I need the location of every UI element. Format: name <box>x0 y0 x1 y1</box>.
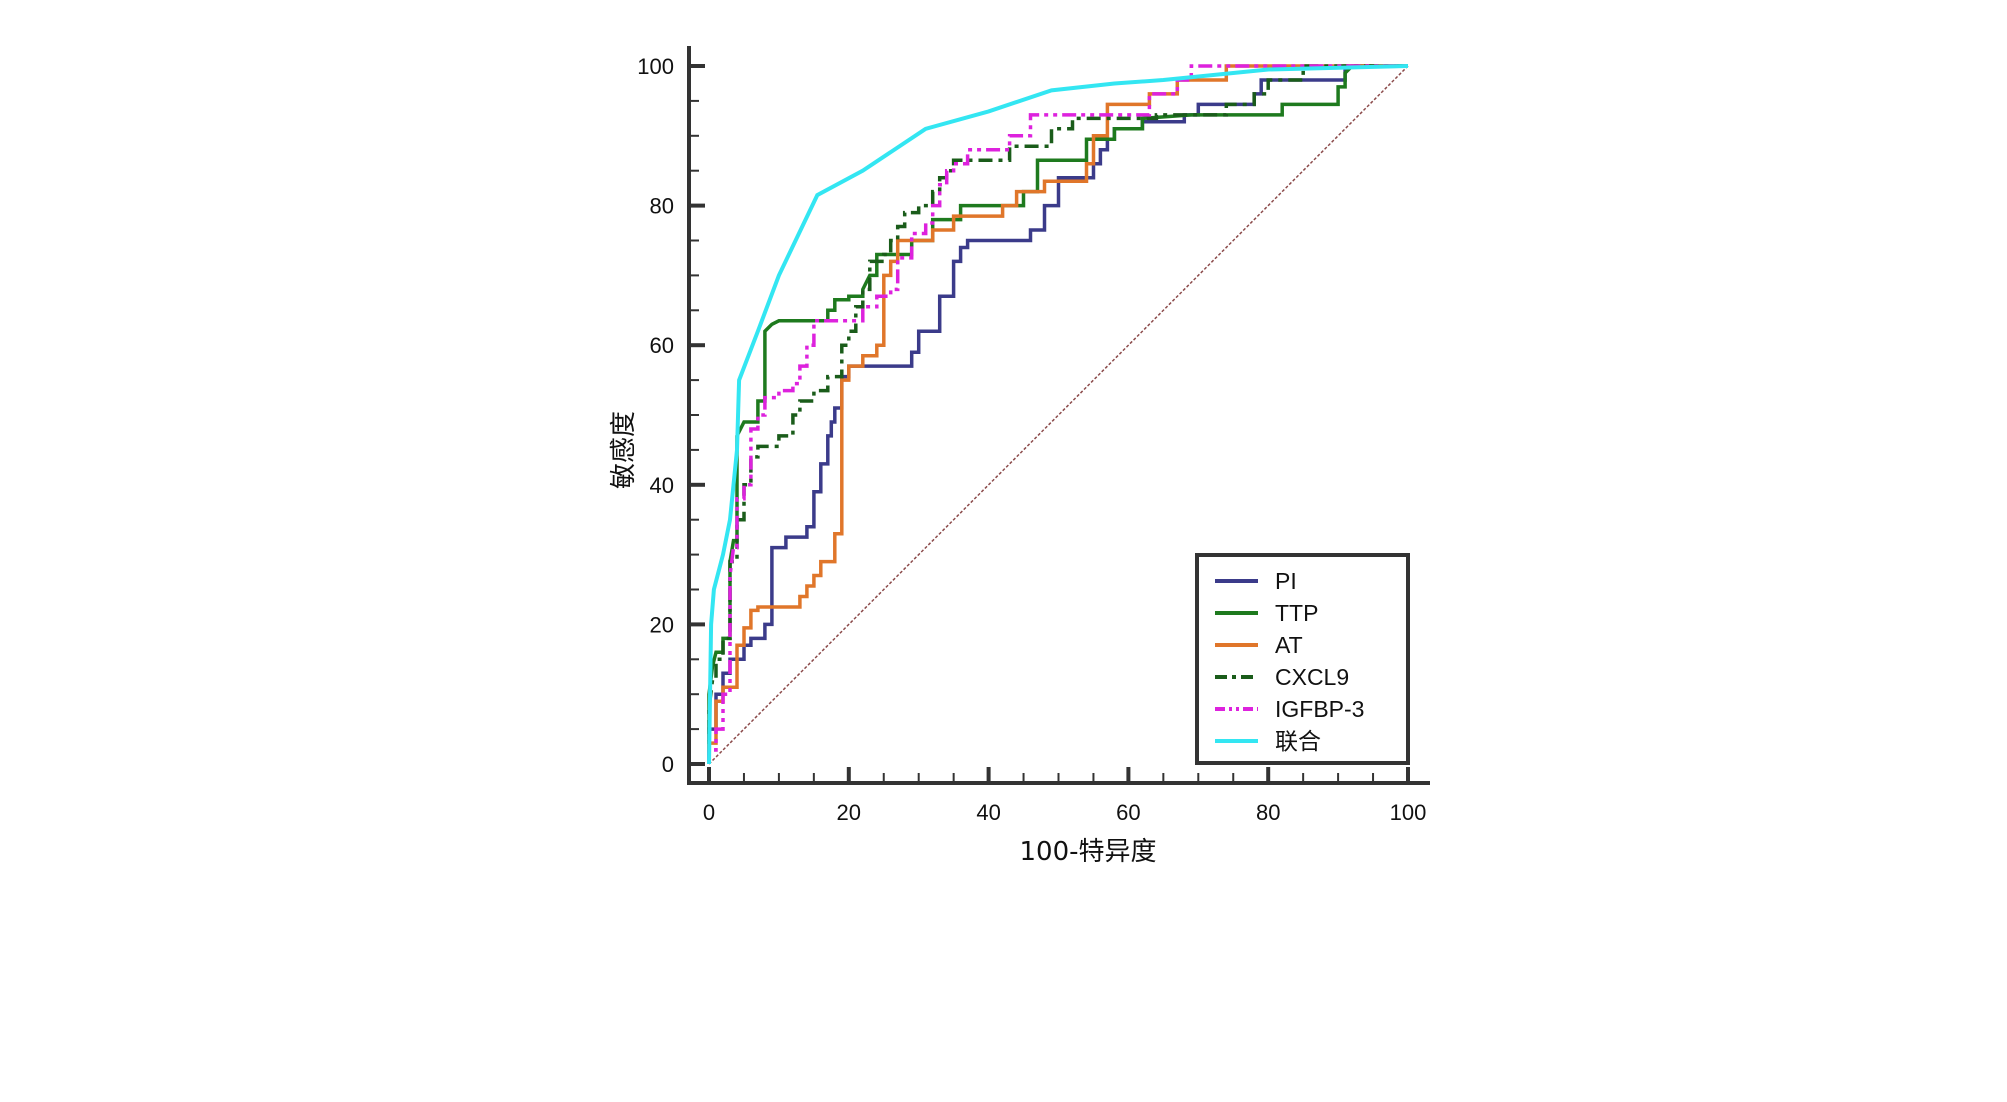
x-tick-label: 0 <box>703 800 715 825</box>
series-line-5 <box>707 64 1409 765</box>
legend-label: TTP <box>1275 600 1318 626</box>
legend-label: AT <box>1275 632 1303 658</box>
x-tick-label: 20 <box>837 800 861 825</box>
y-tick-label: 100 <box>637 54 674 79</box>
legend-label: IGFBP-3 <box>1275 696 1364 722</box>
series-layer <box>707 64 1409 765</box>
x-axis-ticks: 0 20 40 60 80 100 <box>703 767 1426 825</box>
x-tick-label: 40 <box>976 800 1000 825</box>
y-tick-label: 60 <box>650 333 674 358</box>
x-tick-label: 60 <box>1116 800 1140 825</box>
x-tick-label: 80 <box>1256 800 1280 825</box>
legend-box <box>1195 553 1410 765</box>
axes: 0 20 40 60 80 100 0 20 40 60 80 100 <box>637 46 1430 825</box>
y-axis-ticks: 0 20 40 60 80 100 <box>637 54 705 777</box>
y-axis-title: 敏感度 <box>609 411 639 489</box>
series-line-4 <box>707 64 1408 764</box>
series-line-2 <box>707 64 1408 764</box>
y-tick-label: 40 <box>650 473 674 498</box>
legend-label: PI <box>1275 568 1297 594</box>
x-tick-label: 100 <box>1390 800 1427 825</box>
plot-area <box>707 64 1409 765</box>
x-axis-title: 100-特异度 <box>1019 837 1156 867</box>
legend: PI TTP AT CXCL9 IGFBP-3 联合 <box>1195 553 1410 765</box>
y-tick-label: 0 <box>662 752 674 777</box>
y-tick-label: 80 <box>650 194 674 219</box>
y-tick-label: 20 <box>650 612 674 637</box>
legend-label: 联合 <box>1275 728 1321 754</box>
legend-label: CXCL9 <box>1275 664 1349 690</box>
